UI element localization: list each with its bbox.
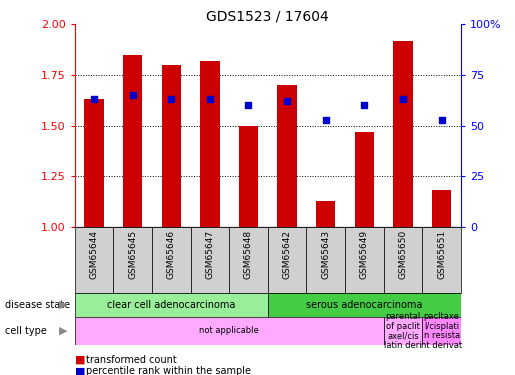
Bar [355,132,374,227]
Text: clear cell adenocarcinoma: clear cell adenocarcinoma [107,300,235,310]
Text: cell type: cell type [5,326,47,336]
Bar [384,317,422,345]
Text: not applicable: not applicable [199,326,259,335]
Bar [113,227,152,292]
Point [206,96,214,102]
Title: GDS1523 / 17604: GDS1523 / 17604 [207,9,329,23]
Bar [306,227,345,292]
Point [438,117,446,123]
Bar [345,227,384,292]
Bar [268,292,461,317]
Bar [278,85,297,227]
Bar [384,227,422,292]
Point [90,96,98,102]
Text: ▶: ▶ [59,326,68,336]
Text: transformed count: transformed count [86,355,177,365]
Bar [75,227,113,292]
Bar [229,227,268,292]
Text: GSM65644: GSM65644 [90,230,98,279]
Bar [393,40,413,227]
Bar [84,99,104,227]
Bar [422,317,461,345]
Bar [200,61,219,227]
Point [399,96,407,102]
Bar [162,65,181,227]
Point [360,102,369,108]
Text: pacltaxe
l/cisplati
n resista
nt derivat: pacltaxe l/cisplati n resista nt derivat [421,312,462,350]
Text: ■: ■ [75,355,85,365]
Point [244,102,252,108]
Text: GSM65643: GSM65643 [321,230,330,279]
Bar [239,126,258,227]
Bar [268,227,306,292]
Text: ▶: ▶ [59,300,68,310]
Text: GSM65646: GSM65646 [167,230,176,279]
Point [321,117,330,123]
Text: GSM65647: GSM65647 [205,230,214,279]
Point [129,92,137,98]
Text: GSM65648: GSM65648 [244,230,253,279]
Text: ■: ■ [75,366,85,375]
Text: GSM65650: GSM65650 [399,230,407,279]
Bar [432,190,451,227]
Text: GSM65649: GSM65649 [360,230,369,279]
Bar [75,317,384,345]
Text: parental
of paclit
axel/cis
latin deri: parental of paclit axel/cis latin deri [384,312,422,350]
Text: GSM65645: GSM65645 [128,230,137,279]
Text: GSM65651: GSM65651 [437,230,446,279]
Text: serous adenocarcinoma: serous adenocarcinoma [306,300,422,310]
Point [167,96,175,102]
Bar [75,292,268,317]
Bar [123,55,142,227]
Bar [152,227,191,292]
Text: GSM65642: GSM65642 [283,230,291,279]
Bar [191,227,229,292]
Point [283,98,291,104]
Text: disease state: disease state [5,300,70,310]
Bar [316,201,335,227]
Bar [422,227,461,292]
Text: percentile rank within the sample: percentile rank within the sample [86,366,251,375]
